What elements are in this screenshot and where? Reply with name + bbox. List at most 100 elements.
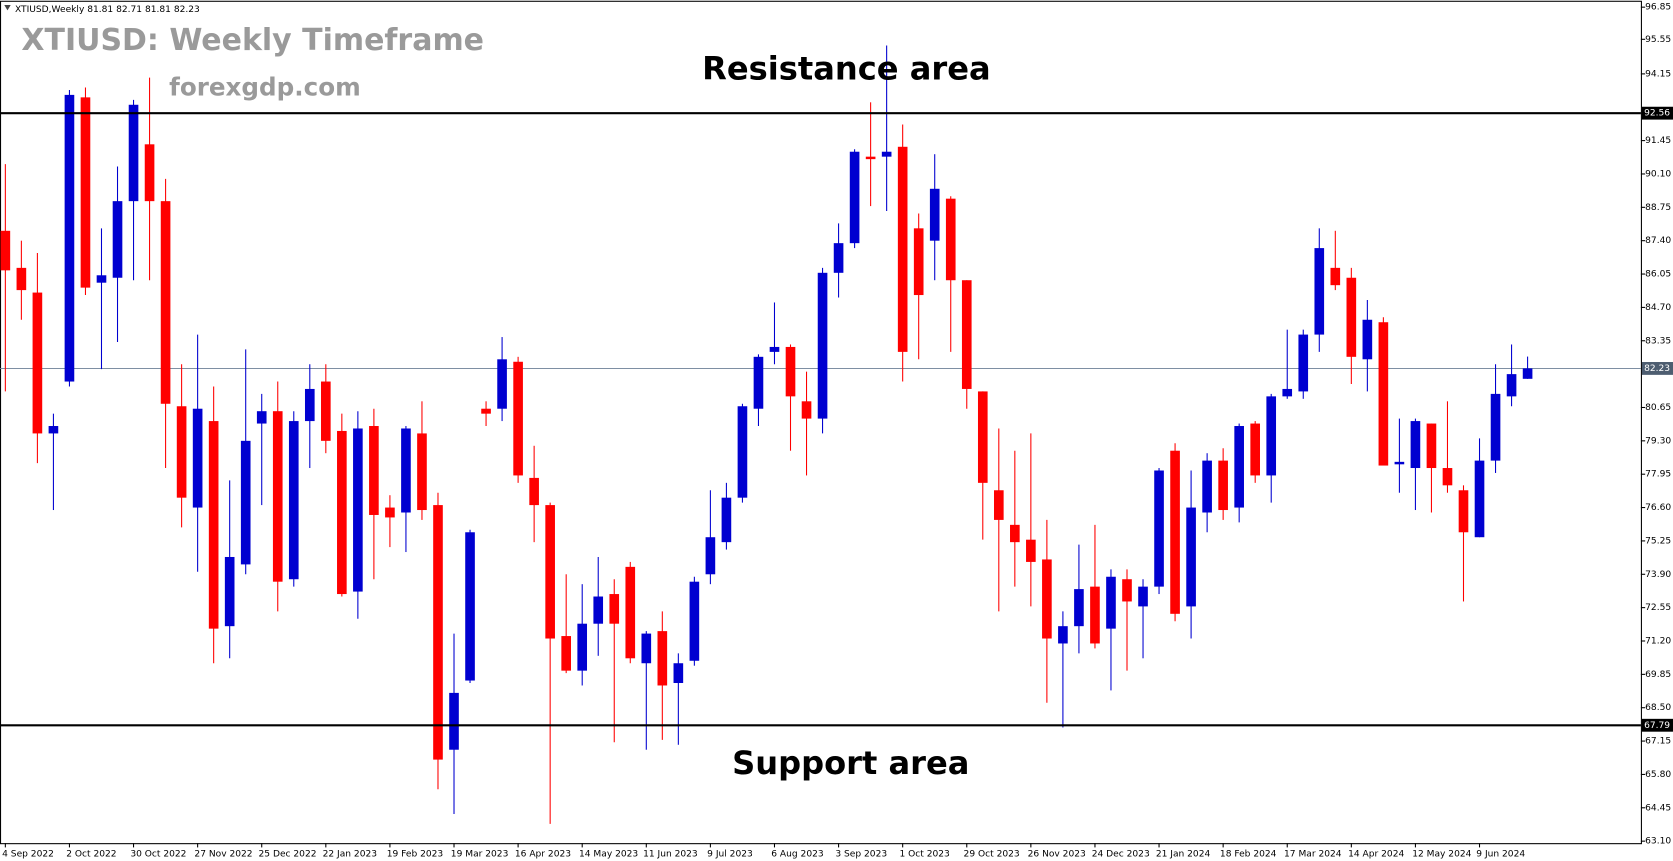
x-tick-label: 12 May 2024	[1412, 849, 1471, 859]
candle-body	[1058, 626, 1068, 644]
candle-body	[208, 421, 219, 629]
candle-body	[1330, 267, 1341, 286]
candle-body	[529, 477, 539, 506]
candle-body	[961, 280, 972, 389]
support-annotation: Support area	[732, 744, 969, 782]
y-tick-label: 88.75	[1645, 203, 1671, 213]
x-tick-label: 2 Oct 2022	[66, 849, 116, 859]
candle-body	[1458, 490, 1469, 533]
candle-body	[593, 596, 604, 624]
candle-body	[16, 267, 27, 291]
resistance-annotation: Resistance area	[702, 49, 991, 87]
candle-body	[945, 198, 956, 281]
candle-body	[481, 408, 491, 414]
y-tick-label: 91.45	[1645, 136, 1671, 146]
candle-body	[625, 566, 636, 659]
candle-body	[0, 230, 11, 271]
candle-body	[561, 636, 571, 671]
candle-body	[64, 94, 75, 382]
candle-body	[897, 146, 908, 352]
y-tick-label: 67.15	[1645, 737, 1671, 747]
x-tick-label: 9 Jul 2023	[707, 849, 753, 859]
candle-body	[1250, 423, 1261, 476]
candle-body	[1090, 586, 1100, 644]
x-tick-label: 16 Apr 2023	[515, 849, 571, 859]
candle-body	[1442, 468, 1453, 486]
candle-body	[1474, 460, 1485, 538]
chart-title: XTIUSD: Weekly Timeframe	[21, 23, 484, 58]
candle-body	[224, 556, 235, 627]
x-tick-label: 29 Oct 2023	[964, 849, 1020, 859]
candle-body	[1026, 539, 1036, 562]
candle-body	[288, 421, 299, 580]
candle-body	[513, 361, 523, 476]
candle-body	[48, 426, 59, 434]
candle-body	[1282, 388, 1293, 397]
x-tick-label: 18 Feb 2024	[1220, 849, 1277, 859]
candle-body	[577, 623, 588, 671]
candle-body	[1522, 368, 1533, 379]
x-tick-label: 25 Dec 2022	[259, 849, 317, 859]
candle-body	[705, 537, 716, 575]
y-tick-label: 94.15	[1645, 69, 1671, 79]
candle-body	[1074, 589, 1084, 627]
candle-body	[993, 490, 1004, 520]
x-tick-label: 26 Nov 2023	[1028, 849, 1086, 859]
candle-body	[1314, 248, 1325, 335]
watermark: forexgdp.com	[169, 73, 361, 102]
x-tick-label: 11 Jun 2023	[643, 849, 698, 859]
y-tick-label: 71.20	[1645, 636, 1671, 646]
candle-body	[1170, 450, 1180, 614]
current-price-label-box	[1641, 362, 1673, 375]
candle-body	[1266, 396, 1277, 476]
candle-body	[385, 507, 395, 518]
candle-body	[737, 406, 748, 498]
x-tick-label: 17 Mar 2024	[1284, 849, 1342, 859]
resistance-level-label-box	[1641, 106, 1673, 120]
candle-body	[657, 631, 668, 686]
support-level-label-box	[1641, 718, 1673, 732]
x-tick-label: 30 Oct 2022	[130, 849, 186, 859]
candle-body	[433, 505, 443, 760]
y-tick-label: 80.65	[1645, 403, 1671, 413]
candle-body	[1394, 461, 1405, 465]
candle-body	[1506, 374, 1517, 397]
x-tick-label: 21 Jan 2024	[1156, 849, 1211, 859]
candle-body	[497, 359, 507, 409]
candle-body	[1218, 460, 1228, 511]
x-tick-label: 14 May 2023	[579, 849, 638, 859]
x-tick-label: 19 Feb 2023	[387, 849, 444, 859]
candle-body	[337, 430, 347, 595]
candle-body	[977, 391, 988, 483]
candle-body	[321, 381, 331, 441]
y-tick-label: 65.80	[1645, 770, 1671, 780]
candle-body	[881, 151, 892, 157]
x-tick-label: 14 Apr 2024	[1348, 849, 1404, 859]
candle-body	[160, 201, 171, 404]
candle-body	[1426, 423, 1437, 469]
y-tick-label: 63.10	[1645, 837, 1671, 847]
candle-body	[849, 151, 860, 244]
candle-body	[1410, 421, 1421, 469]
y-tick-label: 83.35	[1645, 336, 1671, 346]
candle-body	[673, 663, 684, 684]
candle-body	[176, 406, 187, 498]
candle-body	[304, 388, 315, 422]
candle-body	[112, 201, 123, 278]
y-tick-label: 68.50	[1645, 703, 1671, 713]
y-tick-label: 73.90	[1645, 570, 1671, 580]
header: XTIUSD,Weekly 81.81 82.71 81.81 82.23	[15, 5, 200, 15]
candle-body	[721, 497, 732, 543]
candle-body	[272, 411, 283, 582]
candle-body	[449, 692, 459, 750]
x-tick-label: 4 Sep 2022	[2, 849, 54, 859]
candle-body	[96, 275, 107, 283]
y-tick-label: 90.10	[1645, 169, 1671, 179]
y-tick-label: 84.70	[1645, 303, 1671, 313]
y-tick-label: 86.05	[1645, 270, 1671, 280]
resistance-level-label: 92.56	[1644, 109, 1670, 119]
y-tick-label: 87.40	[1645, 236, 1671, 246]
